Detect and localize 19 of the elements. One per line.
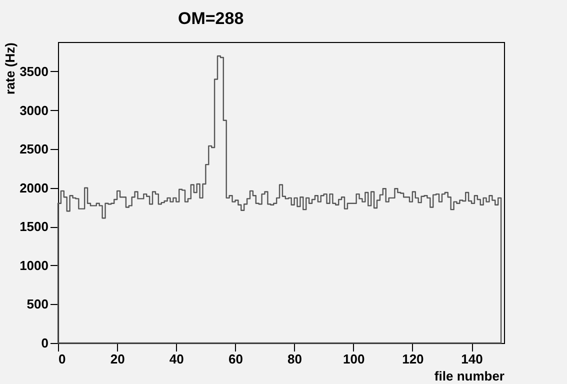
y-tick-label: 1500 (20, 219, 48, 234)
x-tick-label: 140 (461, 352, 483, 366)
x-tick-label: 60 (228, 352, 243, 366)
y-axis-title: rate (Hz) (2, 42, 18, 95)
x-tick-label: 100 (343, 352, 365, 366)
y-tick-label: 500 (26, 296, 48, 312)
x-tick-label: 40 (169, 352, 184, 366)
x-tick-label: 80 (288, 352, 302, 366)
x-axis-title: file number (434, 368, 504, 384)
x-tick-label: 20 (110, 352, 125, 366)
y-tick-label: 1000 (20, 258, 48, 273)
x-tick-label: 0 (58, 352, 66, 366)
y-tick-label: 0 (41, 336, 48, 350)
y-tick-label: 3500 (20, 64, 48, 79)
x-tick-label: 120 (402, 352, 424, 366)
y-tick-label: 2500 (20, 142, 48, 157)
y-tick-label: 3000 (20, 102, 48, 118)
y-tick-label: 2000 (20, 180, 48, 196)
chart-title: OM=288 (178, 9, 244, 28)
